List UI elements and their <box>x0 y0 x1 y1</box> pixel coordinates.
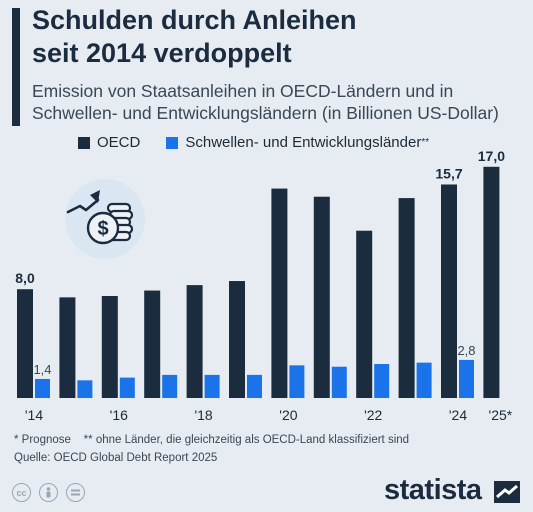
bar-emerging <box>162 374 178 398</box>
value-label-oecd: 8,0 <box>15 270 35 286</box>
value-label-emerging: 2,8 <box>457 343 475 358</box>
bar-oecd <box>313 196 330 398</box>
bar-emerging <box>247 374 262 398</box>
equal-icon[interactable] <box>66 483 85 502</box>
bar-oecd <box>271 188 288 398</box>
bar-oecd <box>144 290 161 398</box>
bar-oecd <box>356 230 373 398</box>
bar-oecd <box>59 297 76 398</box>
footnote: * Prognose ** ohne Länder, die gleichzei… <box>14 434 410 446</box>
bar-oecd <box>483 166 500 398</box>
bar-emerging <box>35 378 50 398</box>
title-accent-bar <box>12 8 20 126</box>
chart-legend: OECD Schwellen- und Entwicklungsländer ** <box>78 134 455 151</box>
bar-oecd <box>17 289 33 398</box>
bar-oecd <box>441 184 457 398</box>
bar-emerging <box>374 364 390 398</box>
svg-text:$: $ <box>97 218 108 240</box>
statista-logo-text[interactable]: statista <box>384 474 482 506</box>
bar-chart: 8,0 1,4 '14 '16 '18 '20 '22 15,7 2,8 '24 17,0 '25* <box>15 148 513 423</box>
bar-oecd <box>186 285 203 398</box>
legend-label-oecd: OECD <box>97 134 141 151</box>
value-label-oecd: 15,7 <box>435 165 462 181</box>
x-tick-label: '16 <box>110 407 128 423</box>
bar-oecd <box>229 281 245 398</box>
bar-emerging <box>459 359 474 398</box>
license-icons: cc <box>12 483 85 502</box>
title-line-1: Schulden durch Anleihen <box>32 5 357 35</box>
x-tick-label: '25* <box>489 407 513 423</box>
bar-emerging <box>289 365 305 398</box>
x-tick-label: '22 <box>364 407 382 423</box>
source-text: Quelle: OECD Global Debt Report 2025 <box>14 452 218 464</box>
bar-oecd <box>398 198 415 398</box>
bar-emerging <box>204 374 220 398</box>
cc-icon[interactable]: cc <box>12 483 31 502</box>
legend-swatch-oecd <box>78 136 90 149</box>
x-tick-label: '20 <box>279 407 297 423</box>
legend-footnote-mark: ** <box>421 137 430 148</box>
page-title: Schulden durch Anleihen seit 2014 verdop… <box>32 4 512 70</box>
legend-item-emerging: Schwellen- und Entwicklungsländer ** <box>166 134 429 151</box>
subtitle-line-1: Emission von Staatsanleihen in OECD-Länd… <box>32 81 454 101</box>
x-tick-label: '24 <box>449 407 467 423</box>
chart-subtitle: Emission von Staatsanleihen in OECD-Länd… <box>32 80 527 124</box>
x-tick-label: '14 <box>25 407 43 423</box>
value-label-emerging: 1,4 <box>33 362 51 377</box>
bar-emerging <box>416 362 432 398</box>
legend-swatch-emerging <box>166 136 179 149</box>
legend-item-oecd: OECD <box>78 134 140 151</box>
bar-emerging <box>77 380 93 398</box>
subtitle-line-2: Schwellen- und Entwicklungsländern (in B… <box>32 103 499 123</box>
bar-emerging <box>119 377 135 398</box>
bar-emerging <box>331 366 347 398</box>
money-growth-icon: $ <box>65 179 145 259</box>
value-label-oecd: 17,0 <box>478 148 505 164</box>
legend-label-emerging: Schwellen- und Entwicklungsländer <box>185 134 422 151</box>
x-tick-label: '18 <box>194 407 212 423</box>
bar-oecd <box>101 296 118 398</box>
statista-logo-icon[interactable] <box>494 481 520 503</box>
person-icon[interactable] <box>39 483 58 502</box>
title-line-2: seit 2014 verdoppelt <box>32 38 292 68</box>
